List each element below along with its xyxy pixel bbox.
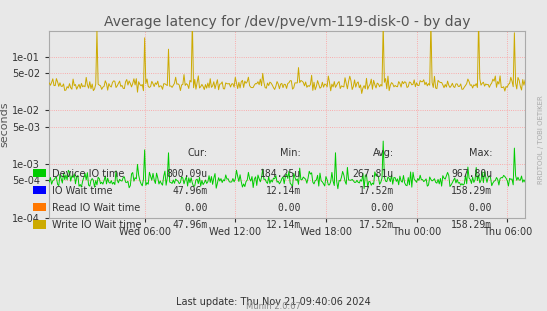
Text: Avg:: Avg: — [373, 147, 394, 157]
Text: 17.52m: 17.52m — [359, 220, 394, 230]
Y-axis label: seconds: seconds — [0, 102, 9, 147]
Text: IO Wait time: IO Wait time — [52, 186, 113, 196]
Text: 12.14m: 12.14m — [266, 220, 301, 230]
Title: Average latency for /dev/pve/vm-119-disk-0 - by day: Average latency for /dev/pve/vm-119-disk… — [104, 15, 470, 29]
Text: 0.00: 0.00 — [277, 203, 301, 213]
Text: 158.29m: 158.29m — [451, 220, 492, 230]
Text: 0.00: 0.00 — [370, 203, 394, 213]
Text: 800.09u: 800.09u — [167, 169, 208, 179]
Text: Last update: Thu Nov 21 09:40:06 2024: Last update: Thu Nov 21 09:40:06 2024 — [176, 297, 371, 307]
Text: 0.00: 0.00 — [184, 203, 208, 213]
Text: Write IO Wait time: Write IO Wait time — [52, 220, 142, 230]
Text: RRDTOOL / TOBI OETIKER: RRDTOOL / TOBI OETIKER — [538, 95, 544, 184]
Text: Cur:: Cur: — [188, 147, 208, 157]
Text: 47.96m: 47.96m — [173, 186, 208, 196]
Text: 12.14m: 12.14m — [266, 186, 301, 196]
Text: 17.52m: 17.52m — [359, 186, 394, 196]
Text: 158.29m: 158.29m — [451, 186, 492, 196]
Text: 0.00: 0.00 — [469, 203, 492, 213]
Text: Device IO time: Device IO time — [52, 169, 124, 179]
Text: 967.80u: 967.80u — [451, 169, 492, 179]
Text: 267.81u: 267.81u — [353, 169, 394, 179]
Text: Min:: Min: — [280, 147, 301, 157]
Text: 184.25u: 184.25u — [260, 169, 301, 179]
Text: 47.96m: 47.96m — [173, 220, 208, 230]
Text: Munin 2.0.67: Munin 2.0.67 — [246, 302, 301, 311]
Text: Read IO Wait time: Read IO Wait time — [52, 203, 140, 213]
Text: Max:: Max: — [469, 147, 492, 157]
